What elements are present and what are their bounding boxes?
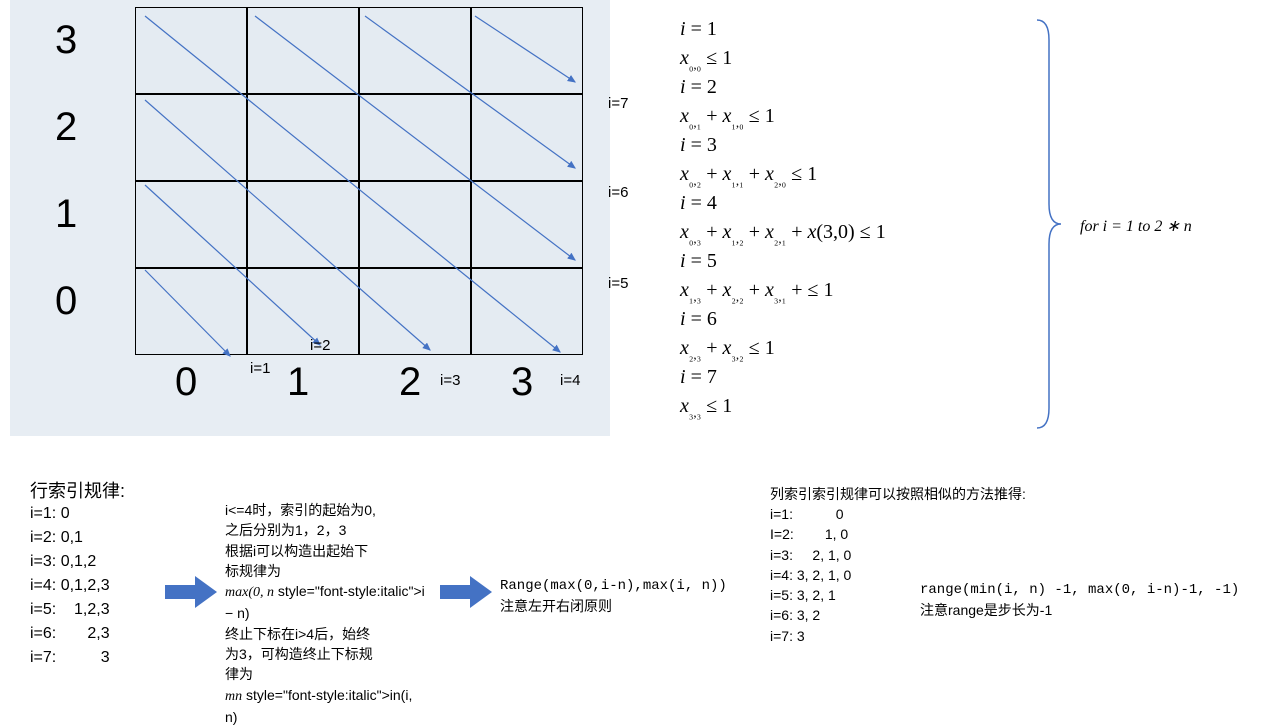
equation-line: x₁,₃ + x₂,₂ + x₃,₁ + ≤ 1: [680, 279, 886, 308]
equation-line: i = 1: [680, 18, 886, 47]
equation-line: x₀,₀ ≤ 1: [680, 47, 886, 76]
diag-label: i=6: [608, 184, 628, 201]
note-line: 律为: [225, 664, 425, 684]
note-line: 为3，可构造终止下标规: [225, 644, 425, 664]
equation-line: i = 3: [680, 134, 886, 163]
note-1: i<=4时，索引的起始为0,之后分别为1，2，3根据i可以构造出起始下标规律为m…: [225, 500, 425, 727]
note-line: i<=4时，索引的起始为0,: [225, 500, 425, 520]
row-index-title: 行索引规律:: [30, 478, 125, 505]
equation-line: x₂,₃ + x₃,₂ ≤ 1: [680, 337, 886, 366]
range-2-note: 注意range是步长为-1: [920, 600, 1052, 620]
diagonal-arrows: [0, 0, 660, 420]
equation-line: i = 4: [680, 192, 886, 221]
diag-label: i=7: [608, 95, 628, 112]
note-line: max(0, n style="font-style:italic">i − n…: [225, 581, 425, 624]
note-line: 标规律为: [225, 561, 425, 581]
brace-label: for i = 1 to 2 ∗ n: [1080, 216, 1192, 236]
range-2: range(min(i, n) -1, max(0, i-n)-1, -1): [920, 580, 1239, 600]
range-1: Range(max(0,i-n),max(i, n)): [500, 576, 727, 596]
diag-label: i=2: [310, 337, 330, 354]
brace-icon: [1033, 20, 1063, 428]
note-line: 之后分别为1，2，3: [225, 520, 425, 540]
row-index-list: i=1: 0 i=2: 0,1 i=3: 0,1,2 i=4: 0,1,2,3 …: [30, 502, 110, 670]
diag-label: i=4: [560, 372, 580, 389]
equation-line: x₀,₂ + x₁,₁ + x₂,₀ ≤ 1: [680, 163, 886, 192]
equation-line: x₀,₁ + x₁,₀ ≤ 1: [680, 105, 886, 134]
flow-arrow-1-icon: [165, 576, 217, 608]
col-index-list: i=1: 0 I=2: 1, 0 i=3: 2, 1, 0 i=4: 3, 2,…: [770, 504, 851, 646]
equation-line: x₀,₃ + x₁,₂ + x₂,₁ + x(3,0) ≤ 1: [680, 221, 886, 250]
note-line: 终止下标在i>4后，始终: [225, 624, 425, 644]
equation-line: i = 6: [680, 308, 886, 337]
equation-line: i = 7: [680, 366, 886, 395]
equations-block: i = 1x₀,₀ ≤ 1i = 2x₀,₁ + x₁,₀ ≤ 1i = 3x₀…: [680, 18, 886, 424]
equation-line: x₃,₃ ≤ 1: [680, 395, 886, 424]
equation-line: i = 2: [680, 76, 886, 105]
note-line: mn style="font-style:italic">in(i, n): [225, 685, 425, 727]
diag-label: i=3: [440, 372, 460, 389]
range-1-note: 注意左开右闭原则: [500, 596, 612, 616]
equation-line: i = 5: [680, 250, 886, 279]
flow-arrow-2-icon: [440, 576, 492, 608]
col-index-title: 列索引索引规律可以按照相似的方法推得:: [770, 484, 1026, 504]
note-line: 根据i可以构造出起始下: [225, 541, 425, 561]
diag-label: i=5: [608, 275, 628, 292]
diag-label: i=1: [250, 360, 270, 377]
